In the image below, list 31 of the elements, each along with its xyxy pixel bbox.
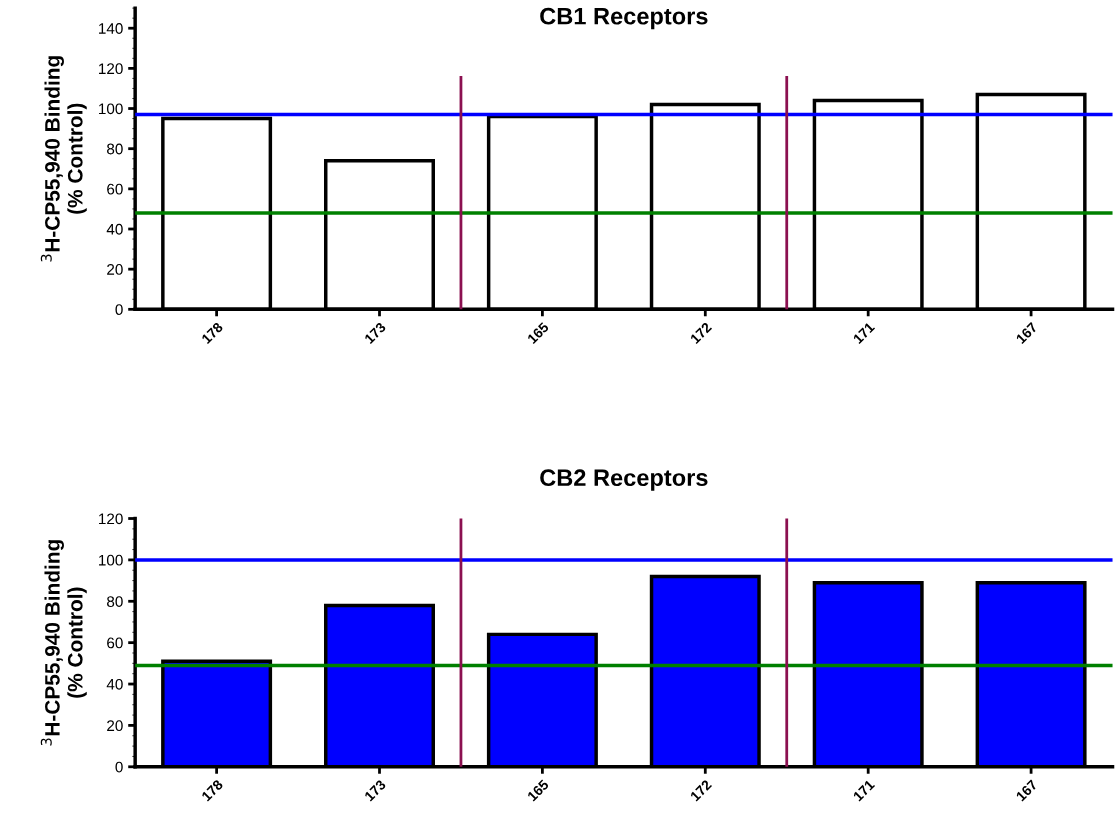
x-tick-label: 165 <box>526 321 550 345</box>
y-tick-label: 0 <box>115 304 123 316</box>
y-tick-label: 120 <box>99 63 123 75</box>
y-axis-title: $^{3}$H-CP55,940 Binding (% Control) <box>40 540 87 746</box>
chart-title: CB1 Receptors <box>540 7 708 30</box>
y-tick-label: 60 <box>107 637 123 649</box>
x-tick-label: 172 <box>689 321 713 345</box>
y-tick-label: 100 <box>99 103 123 115</box>
y-tick-label: 120 <box>99 513 123 525</box>
x-tick-label: 178 <box>201 779 224 802</box>
y-tick-label: 80 <box>107 143 123 155</box>
x-tick-label: 167 <box>1015 321 1038 345</box>
x-tick-label: 165 <box>526 779 550 802</box>
y-tick-label: 100 <box>99 554 123 566</box>
x-tick-label: 172 <box>689 779 713 802</box>
y-tick-label: 40 <box>106 678 123 690</box>
y-tick-label: 40 <box>106 223 123 235</box>
y-tick-label: 20 <box>107 264 123 275</box>
y-tick-label: 20 <box>107 720 123 732</box>
y-tick-label: 80 <box>107 596 123 607</box>
x-tick-label: 171 <box>852 779 876 802</box>
y-axis-title: $^{3}$H-CP55,940 Binding (% Control) <box>40 56 87 262</box>
chart-title: CB2 Receptors <box>540 469 708 491</box>
x-tick-label: 178 <box>201 321 224 345</box>
x-tick-label: 171 <box>852 321 876 345</box>
x-tick-label: 173 <box>363 779 387 802</box>
x-tick-label: 167 <box>1015 779 1038 802</box>
y-tick-label: 140 <box>99 23 123 34</box>
x-tick-label: 173 <box>363 321 387 345</box>
y-tick-label: 0 <box>115 761 123 773</box>
y-tick-label: 60 <box>107 183 123 195</box>
